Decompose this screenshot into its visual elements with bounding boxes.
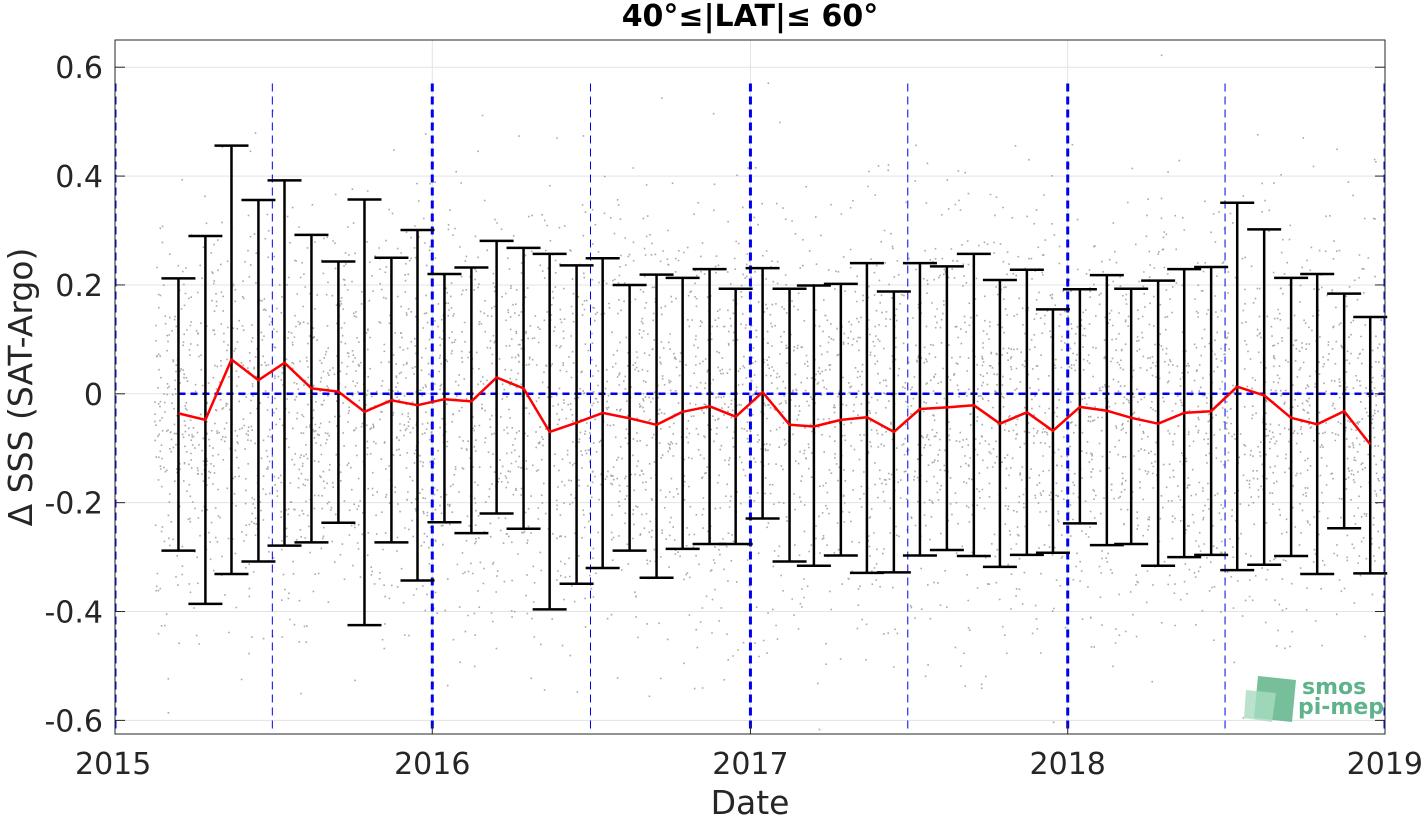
- y-tick-label: 0.4: [55, 160, 103, 195]
- error-bar: [1247, 228, 1282, 566]
- smos-pimep-logo: smos pi-mep: [1244, 675, 1384, 722]
- chart-title: 40°≤|LAT|≤ 60°: [622, 0, 879, 34]
- logo-mark-shade-icon: [1244, 690, 1276, 722]
- x-axis-label: Date: [711, 783, 790, 819]
- x-tick-label: 2019: [1347, 747, 1423, 782]
- y-axis-ticks: -0.6 -0.4 -0.2 0 0.2 0.4 0.6: [44, 51, 1385, 739]
- error-bar: [559, 264, 594, 586]
- y-tick-label: -0.2: [44, 487, 103, 522]
- y-tick-label: 0: [84, 378, 103, 413]
- error-bar: [665, 276, 700, 551]
- y-axis-label: Δ SSS (SAT-Argo): [1, 248, 40, 527]
- y-tick-label: 0.6: [55, 51, 103, 86]
- y-tick-label: 0.2: [55, 269, 103, 304]
- logo-line1: smos: [1302, 675, 1366, 700]
- x-tick-label: 2018: [1030, 747, 1106, 782]
- error-bar: [1353, 315, 1388, 575]
- x-axis-ticks: 2015 2016 2017 2018 2019: [75, 724, 1423, 782]
- error-bar: [639, 273, 674, 580]
- mean-line: [178, 358, 1372, 446]
- mean-difference-line: [178, 358, 1372, 446]
- y-tick-label: -0.6: [44, 704, 103, 739]
- y-tick-label: -0.4: [44, 596, 103, 631]
- guide-lines: [115, 83, 1385, 734]
- x-tick-label: 2017: [712, 747, 788, 782]
- x-tick-label: 2016: [394, 747, 470, 782]
- logo-line2: pi-mep: [1298, 695, 1384, 720]
- error-bar: [1114, 287, 1149, 546]
- x-tick-label: 2015: [75, 747, 151, 782]
